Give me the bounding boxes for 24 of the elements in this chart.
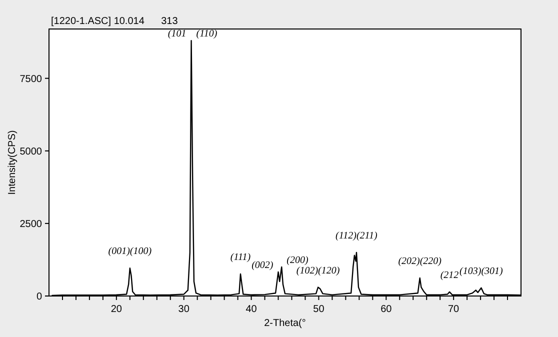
annotation: (111) [230,252,252,263]
annotation: (103)(301) [460,266,504,277]
y-tick-label: 2500 [20,218,42,230]
annotation: (112)(211) [336,230,378,242]
annotation: (001)(100) [108,246,152,258]
x-tick-label: 70 [448,304,460,315]
annotation: (110) [196,28,218,40]
annotation: (002) [252,260,274,271]
annotation: (102)(120) [296,265,340,276]
x-tick-label: 60 [380,304,392,315]
annotation: (200) [286,254,309,266]
y-tick-label: 7500 [20,74,42,85]
annotation: (202)(220) [398,256,442,268]
chart-title: [1220-1.ASC] 10.014 313 [51,16,178,27]
x-tick-label: 40 [246,304,258,315]
x-tick-label: 50 [313,304,325,315]
y-tick-label: 0 [36,292,42,302]
x-tick-label: 30 [178,304,190,315]
annotation: (212 [440,270,459,281]
x-axis-title: 2-Theta(° [264,318,306,329]
y-tick-label: 5000 [20,146,42,158]
annotation: (101 [168,28,186,40]
y-axis-title: Intensity(CPS) [7,130,18,195]
x-tick-label: 20 [110,304,122,315]
